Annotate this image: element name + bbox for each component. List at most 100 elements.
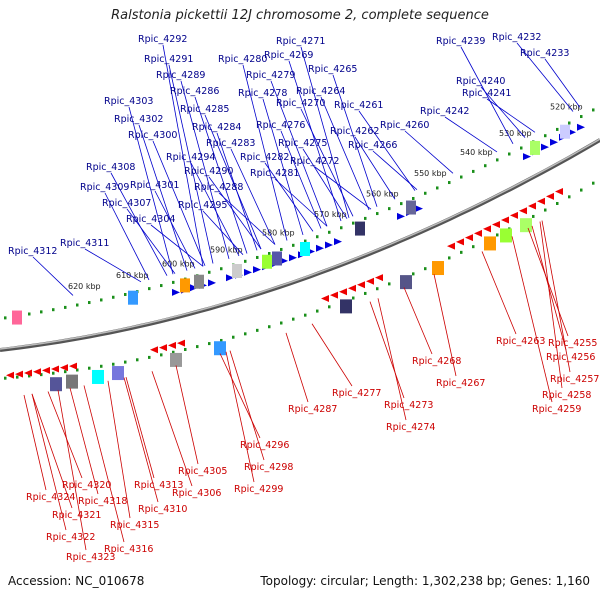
gene-label-top: Rpic_4281	[250, 168, 299, 179]
gene-label-bottom: Rpic_4320	[62, 480, 111, 491]
tick-mark	[136, 358, 139, 362]
label-leader	[180, 80, 230, 259]
label-leader	[150, 224, 204, 267]
tick-mark	[460, 175, 463, 179]
tick-mark	[76, 303, 79, 307]
feature-block	[180, 278, 190, 293]
forward-gene	[244, 268, 252, 276]
label-leader	[23, 394, 47, 491]
label-leader	[481, 251, 517, 335]
forward-gene	[523, 153, 531, 161]
reverse-label-lines	[23, 220, 571, 551]
feature-block	[194, 274, 204, 289]
feature-block	[214, 341, 226, 356]
reverse-gene	[456, 238, 464, 246]
tick-mark	[364, 216, 367, 220]
feature-block	[262, 254, 272, 269]
gene-label-top: Rpic_4280	[218, 54, 267, 65]
label-leader	[541, 220, 571, 373]
tick-mark	[340, 226, 343, 230]
forward-gene	[541, 143, 549, 151]
tick-mark	[280, 321, 283, 325]
tick-mark	[376, 287, 379, 291]
tick-mark	[592, 108, 595, 112]
gene-label-top: Rpic_4233	[520, 48, 569, 59]
label-leader	[218, 192, 276, 245]
gene-label-bottom: Rpic_4267	[436, 378, 485, 389]
gene-label-top: Rpic_4304	[126, 214, 175, 225]
tick-mark	[28, 374, 31, 378]
label-leader	[270, 80, 328, 227]
tick-mark	[316, 235, 319, 239]
gene-label-top: Rpic_4239	[436, 36, 485, 47]
tick-mark	[472, 245, 475, 249]
tick-mark	[568, 121, 571, 125]
label-leader	[444, 116, 498, 153]
label-leader	[110, 172, 168, 276]
label-leader	[242, 64, 288, 241]
tick-mark	[592, 181, 595, 185]
label-leader	[314, 166, 372, 210]
label-leader	[311, 323, 353, 387]
gene-label-top: Rpic_4311	[60, 238, 109, 249]
label-leader	[219, 353, 261, 439]
gene-label-top: Rpic_4290	[184, 166, 233, 177]
tick-mark	[412, 272, 415, 276]
feature-block	[560, 124, 570, 139]
tick-mark	[244, 259, 247, 263]
scale-label: 540 kbp	[460, 148, 493, 157]
backbone-line	[0, 138, 600, 352]
label-leader	[175, 365, 199, 465]
gene-label-top: Rpic_4291	[144, 54, 193, 65]
label-leader	[123, 377, 159, 503]
scale-label: 530 kbp	[499, 129, 532, 138]
gene-label-top: Rpic_4286	[170, 86, 219, 97]
tick-mark	[400, 202, 403, 206]
reverse-gene	[330, 291, 338, 299]
tick-mark	[112, 295, 115, 299]
label-leader	[162, 44, 204, 267]
reverse-gene	[51, 365, 59, 373]
gene-label-top: Rpic_4270	[276, 98, 325, 109]
forward-label-lines	[32, 42, 581, 296]
tick-mark	[52, 308, 55, 312]
reverse-gene	[339, 288, 347, 296]
gene-label-bottom: Rpic_4273	[384, 400, 433, 411]
gene-label-bottom: Rpic_4259	[532, 404, 581, 415]
label-leader	[404, 130, 454, 174]
reverse-gene	[528, 202, 536, 210]
label-leader	[264, 162, 314, 232]
label-leader	[57, 389, 87, 551]
label-leader	[332, 74, 378, 207]
gene-label-bottom: Rpic_4258	[542, 390, 591, 401]
forward-gene	[397, 212, 405, 220]
label-leader	[480, 86, 526, 138]
gene-label-top: Rpic_4260	[380, 120, 429, 131]
feature-block	[500, 228, 512, 243]
forward-gene	[577, 123, 585, 131]
tick-mark	[268, 252, 271, 256]
label-leader	[151, 371, 193, 487]
gene-label-bottom: Rpic_4296	[240, 440, 289, 451]
tick-mark	[100, 364, 103, 368]
feature-block	[50, 377, 62, 392]
reverse-gene	[492, 220, 500, 228]
label-leader	[128, 106, 174, 275]
label-leader	[69, 387, 99, 495]
label-leader	[154, 190, 196, 269]
feature-block	[112, 366, 124, 381]
tick-mark	[76, 368, 79, 372]
feature-block	[400, 275, 412, 290]
tick-mark	[88, 366, 91, 370]
tick-mark	[580, 115, 583, 119]
gene-label-top: Rpic_4284	[192, 122, 241, 133]
tick-mark	[388, 207, 391, 211]
gene-label-top: Rpic_4309	[80, 182, 129, 193]
tick-mark	[256, 255, 259, 259]
label-leader	[302, 148, 348, 219]
tick-mark	[208, 270, 211, 274]
label-leader	[125, 377, 155, 479]
forward-gene	[316, 244, 324, 252]
tick-mark	[256, 328, 259, 332]
